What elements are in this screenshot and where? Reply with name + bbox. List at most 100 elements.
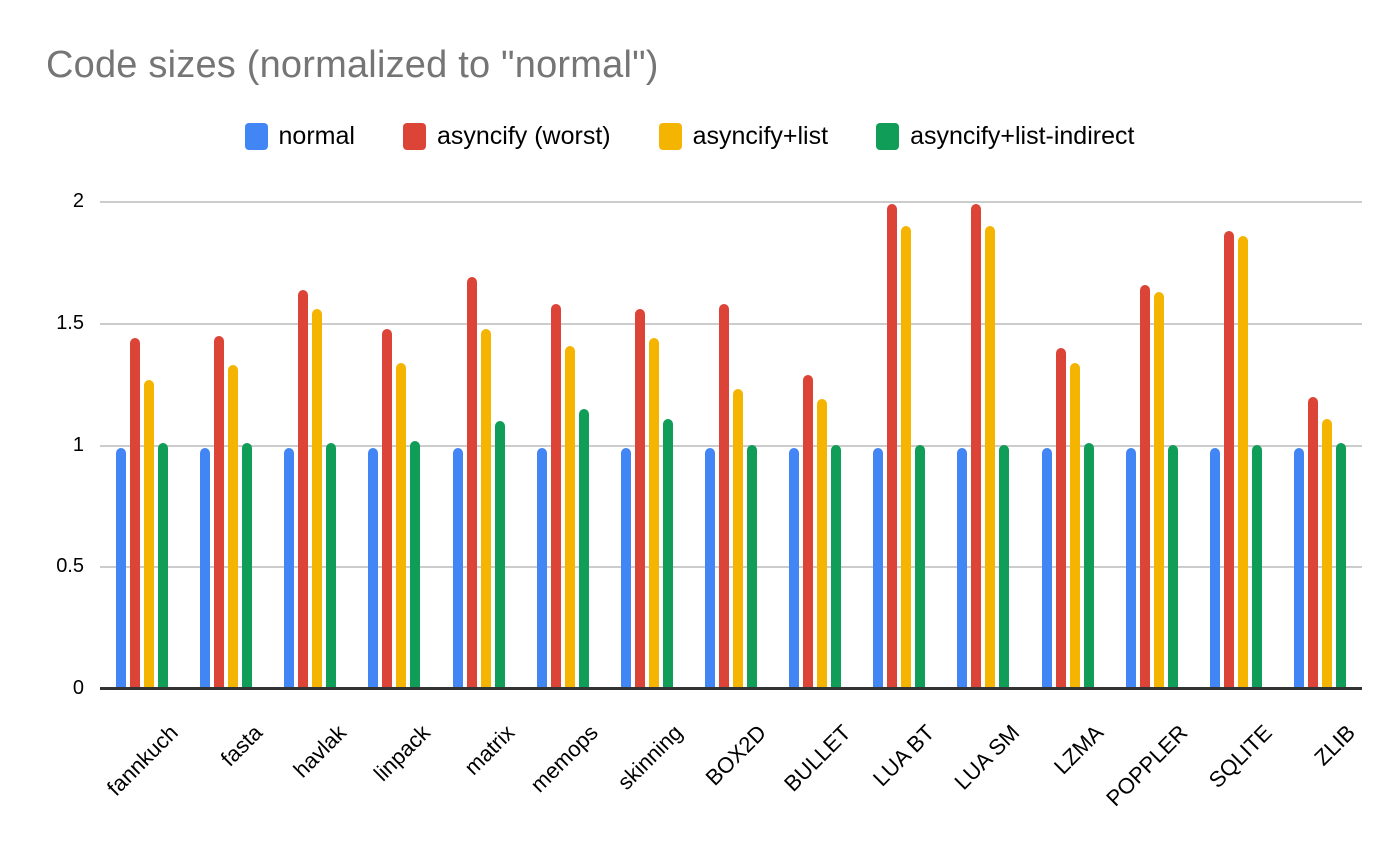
x-tick-label-memops: memops [525, 719, 604, 798]
bar-asyncify-list-linpack [396, 363, 406, 689]
bar-asyncify-list-indirect-matrix [495, 421, 505, 689]
bar-asyncify-list-poppler [1154, 292, 1164, 689]
x-tick-label-lua-sm: LUA SM [949, 719, 1024, 795]
bar-asyncify-worst-matrix [467, 277, 477, 689]
bar-asyncify-worst-lzma [1056, 348, 1066, 689]
bar-asyncify-list-lzma [1070, 363, 1080, 689]
legend: normal asyncify (worst) asyncify+list async… [0, 122, 1379, 151]
bar-normal-sqlite [1210, 448, 1220, 689]
legend-item-normal: normal [244, 122, 355, 151]
plot-area [100, 201, 1362, 690]
bar-asyncify-list-havlak [312, 309, 322, 689]
bar-normal-memops [537, 448, 547, 689]
bar-asyncify-list-zlib [1322, 419, 1332, 689]
bar-normal-box2d [705, 448, 715, 689]
x-tick-label-fannkuch: fannkuch [101, 719, 183, 801]
bar-asyncify-list-memops [565, 346, 575, 689]
x-axis-line [100, 687, 1362, 690]
bar-asyncify-worst-poppler [1140, 285, 1150, 689]
bar-asyncify-list-skinning [649, 338, 659, 689]
legend-swatch-normal [244, 123, 268, 150]
legend-item-asyncify-list: asyncify+list [658, 122, 829, 151]
gridline-1 [100, 444, 1362, 447]
bar-asyncify-list-box2d [733, 389, 743, 689]
bar-asyncify-worst-lua-bt [887, 204, 897, 689]
bar-normal-lua-bt [873, 448, 883, 689]
bar-asyncify-worst-zlib [1308, 397, 1318, 689]
gridline-1.5 [100, 322, 1362, 325]
legend-label: asyncify+list-indirect [910, 122, 1135, 150]
x-tick-label-sqlite: SQLITE [1203, 719, 1277, 793]
x-tick-label-lzma: LZMA [1048, 719, 1109, 779]
legend-swatch-asyncify-list [658, 123, 682, 150]
bar-normal-lua-sm [957, 448, 967, 689]
x-tick-label-bullet: BULLET [779, 719, 856, 797]
x-tick-label-box2d: BOX2D [701, 719, 772, 791]
bar-normal-zlib [1294, 448, 1304, 689]
bar-normal-lzma [1042, 448, 1052, 689]
chart-title: Code sizes (normalized to "normal") [46, 44, 659, 86]
y-tick-label-0: 0 [72, 677, 84, 699]
bar-asyncify-worst-fasta [214, 336, 224, 689]
bar-asyncify-worst-linpack [382, 329, 392, 689]
bar-asyncify-list-indirect-havlak [326, 443, 336, 689]
y-tick-label-1: 1 [72, 433, 84, 456]
gridline-2 [100, 201, 1362, 203]
legend-label: asyncify+list [692, 122, 829, 150]
bar-asyncify-worst-havlak [298, 290, 308, 689]
bar-asyncify-worst-skinning [635, 309, 645, 689]
bar-normal-linpack [368, 448, 378, 689]
bar-asyncify-list-indirect-lua-sm [999, 445, 1009, 689]
bar-normal-poppler [1126, 448, 1136, 689]
bar-normal-skinning [621, 448, 631, 689]
bar-asyncify-list-matrix [481, 329, 491, 689]
x-tick-label-matrix: matrix [459, 719, 520, 780]
bar-asyncify-list-indirect-fasta [242, 443, 252, 689]
bar-asyncify-list-indirect-fannkuch [158, 443, 168, 689]
bar-asyncify-list-indirect-lua-bt [915, 445, 925, 689]
y-tick-label-0.5: 0.5 [56, 555, 84, 578]
bar-asyncify-list-indirect-skinning [663, 419, 673, 689]
bar-asyncify-list-sqlite [1238, 236, 1248, 689]
bar-normal-fannkuch [116, 448, 126, 689]
bar-asyncify-worst-sqlite [1224, 231, 1234, 689]
x-tick-label-poppler: POPPLER [1100, 719, 1193, 811]
bar-asyncify-list-indirect-zlib [1336, 443, 1346, 689]
bar-asyncify-list-fasta [228, 365, 238, 689]
bar-asyncify-list-lua-bt [901, 226, 911, 689]
bar-asyncify-list-indirect-bullet [831, 445, 841, 689]
bar-asyncify-list-fannkuch [144, 380, 154, 689]
x-tick-label-havlak: havlak [288, 719, 351, 783]
x-tick-label-zlib: ZLIB [1309, 719, 1361, 771]
bar-asyncify-list-indirect-memops [579, 409, 589, 689]
gridline-0.5 [100, 566, 1362, 569]
legend-item-asyncify-list-indirect: asyncify+list-indirect [876, 122, 1134, 151]
y-tick-label-1.5: 1.5 [56, 311, 84, 334]
bar-asyncify-worst-bullet [803, 375, 813, 689]
legend-item-asyncify-worst: asyncify (worst) [402, 122, 611, 151]
bar-normal-fasta [200, 448, 210, 689]
y-tick-label-2: 2 [72, 190, 84, 212]
bar-asyncify-worst-memops [551, 304, 561, 689]
bar-asyncify-list-indirect-linpack [410, 441, 420, 689]
bar-asyncify-worst-box2d [719, 304, 729, 689]
bar-normal-bullet [789, 448, 799, 689]
bar-asyncify-list-bullet [817, 399, 827, 689]
x-tick-label-fasta: fasta [215, 719, 267, 772]
legend-label: normal [278, 122, 355, 150]
bar-asyncify-list-indirect-sqlite [1252, 445, 1262, 689]
x-tick-label-lua-bt: LUA BT [868, 719, 940, 792]
legend-label: asyncify (worst) [436, 122, 611, 150]
bar-normal-matrix [453, 448, 463, 689]
legend-swatch-asyncify-list-indirect [876, 123, 900, 150]
bar-asyncify-list-indirect-box2d [747, 445, 757, 689]
bar-asyncify-list-indirect-lzma [1084, 443, 1094, 689]
bar-asyncify-list-lua-sm [985, 226, 995, 689]
bar-asyncify-worst-lua-sm [971, 204, 981, 689]
bar-asyncify-worst-fannkuch [130, 338, 140, 689]
bar-normal-havlak [284, 448, 294, 689]
bar-asyncify-list-indirect-poppler [1168, 445, 1178, 689]
x-tick-label-linpack: linpack [368, 719, 435, 786]
legend-swatch-asyncify-worst [402, 123, 426, 150]
